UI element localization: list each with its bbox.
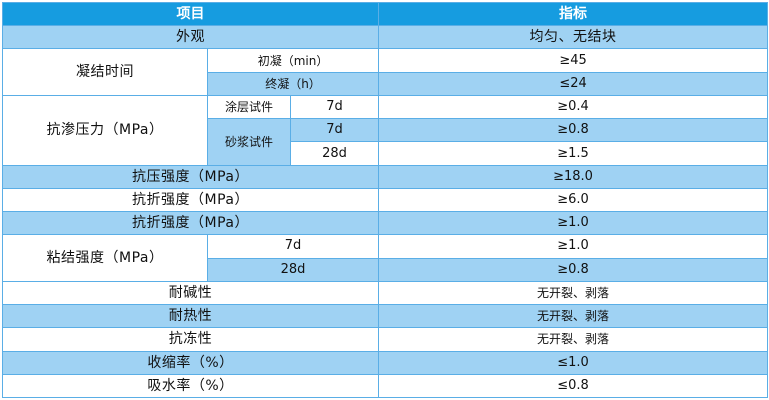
mortar-28d-value: ≥1.5 [378, 141, 769, 166]
mortar-28d-age: 28d [289, 141, 380, 166]
header-row: 项目 指标 [1, 1, 769, 27]
table-row: 砂浆试件 7d ≥0.8 [3, 118, 769, 166]
table-row: 抗冻性 无开裂、剥落 [1, 327, 769, 352]
alkali-label: 耐碱性 [1, 280, 380, 306]
coating-value: ≥0.4 [378, 94, 769, 120]
freeze-value: 无开裂、剥落 [378, 327, 769, 352]
mortar-label: 砂浆试件 [207, 118, 291, 166]
mortar-7d-value: ≥0.8 [378, 118, 769, 143]
bond-7d-value: ≥1.0 [378, 234, 769, 259]
bond-28d-value: ≥0.8 [378, 257, 769, 282]
table-row: 抗折强度（MPa） ≥1.0 [1, 211, 769, 236]
bond-7d-age: 7d [206, 234, 380, 259]
freeze-label: 抗冻性 [1, 327, 380, 352]
table-row: 吸水率（%） ≤0.8 [1, 373, 769, 399]
table-row: 凝结时间 初凝（min） ≥45 [2, 48, 769, 96]
mortar-7d-age: 7d [289, 118, 380, 143]
table-row: 耐热性 无开裂、剥落 [1, 304, 769, 329]
table-row: 收缩率（%） ≤1.0 [1, 350, 769, 375]
heat-label: 耐热性 [1, 304, 380, 329]
heat-value: 无开裂、剥落 [378, 304, 769, 329]
bond-28d-age: 28d [206, 257, 380, 282]
table-row: 28d ≥1.5 [3, 141, 769, 166]
coating-age: 7d [289, 94, 380, 120]
table-row: 耐碱性 无开裂、剥落 [1, 280, 769, 306]
setting-final-value: ≤24 [378, 71, 769, 96]
header-item: 项目 [1, 1, 380, 27]
table-row: 外观 均匀、无结块 [1, 25, 769, 50]
flexural-label-1: 抗折强度（MPa） [1, 187, 380, 213]
header-index: 指标 [378, 1, 769, 27]
table-row: 抗压强度（MPa） ≥18.0 [1, 164, 769, 189]
compressive-label: 抗压强度（MPa） [1, 164, 380, 189]
table-row: 抗渗压力（MPa） 涂层试件 7d ≥0.4 [2, 94, 769, 166]
setting-initial-label: 初凝（min） [206, 48, 380, 73]
appearance-label: 外观 [1, 25, 380, 50]
absorption-value: ≤0.8 [378, 373, 769, 399]
setting-initial-value: ≥45 [378, 48, 769, 73]
impermeability-label: 抗渗压力（MPa） [2, 94, 208, 166]
coating-label: 涂层试件 [207, 94, 291, 120]
compressive-value: ≥18.0 [378, 164, 769, 189]
appearance-value: 均匀、无结块 [378, 25, 769, 50]
table-row: 粘结强度（MPa） 7d ≥1.0 [2, 234, 769, 282]
table-row: 抗折强度（MPa） ≥6.0 [1, 187, 769, 213]
bond-label: 粘结强度（MPa） [2, 234, 208, 282]
flexural-value-1: ≥6.0 [378, 187, 769, 213]
absorption-label: 吸水率（%） [1, 373, 380, 399]
alkali-value: 无开裂、剥落 [378, 280, 769, 306]
setting-label: 凝结时间 [2, 48, 208, 96]
flexural-label-2: 抗折强度（MPa） [1, 211, 380, 236]
shrinkage-label: 收缩率（%） [1, 350, 380, 375]
shrinkage-value: ≤1.0 [378, 350, 769, 375]
table-row: 28d ≥0.8 [3, 257, 769, 282]
flexural-value-2: ≥1.0 [378, 211, 769, 236]
setting-final-label: 终凝（h） [206, 71, 380, 96]
